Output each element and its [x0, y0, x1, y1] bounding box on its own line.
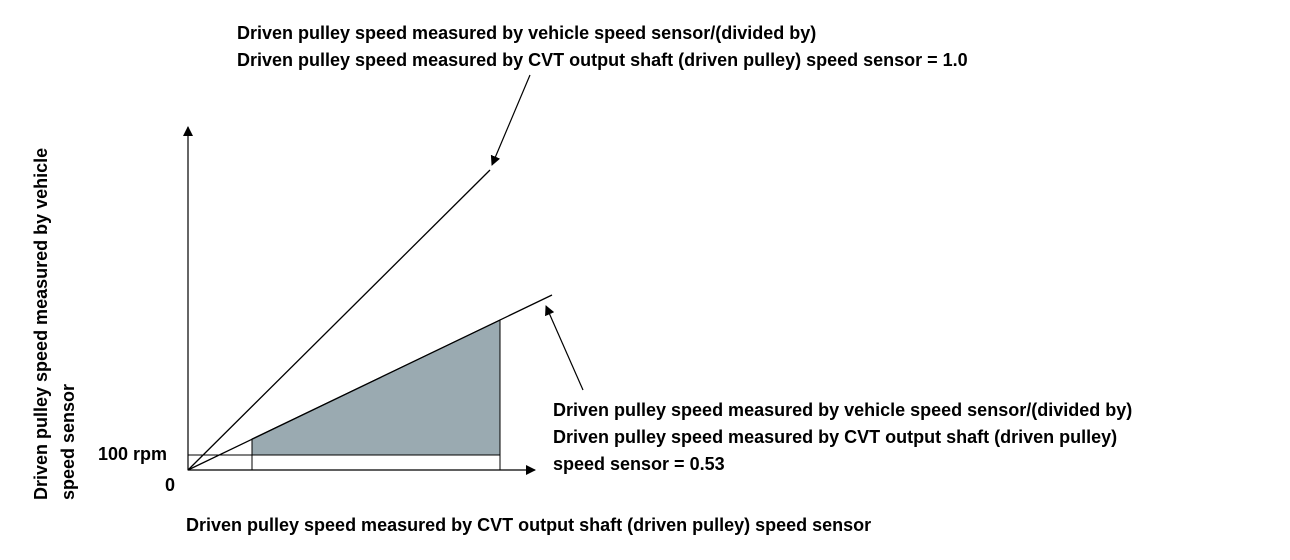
tick-label-100-rpm: 100 rpm	[98, 444, 168, 464]
top-annotation-line-2: Driven pulley speed measured by CVT outp…	[237, 50, 968, 70]
top-pointer-arrow	[490, 74, 531, 166]
y-axis-label: Driven pulley speed measured by vehicle …	[31, 147, 78, 500]
bottom-annotation-line-1: Driven pulley speed measured by vehicle …	[553, 400, 1133, 420]
ratio-1-line	[187, 169, 491, 471]
bottom-annotation: Driven pulley speed measured by vehicle …	[553, 397, 1132, 478]
shaded-region	[251, 319, 501, 456]
top-annotation-line-1: Driven pulley speed measured by vehicle …	[237, 23, 817, 43]
ratio-053-line	[187, 294, 553, 471]
bottom-annotation-line-3: speed sensor = 0.53	[553, 454, 725, 474]
top-annotation: Driven pulley speed measured by vehicle …	[237, 20, 968, 74]
lower-band	[187, 454, 501, 471]
bottom-annotation-line-2: Driven pulley speed measured by CVT outp…	[553, 427, 1118, 447]
x-axis-label: Driven pulley speed measured by CVT outp…	[186, 515, 872, 535]
bottom-pointer-arrow	[545, 305, 584, 391]
tick-label-zero: 0	[165, 475, 176, 495]
